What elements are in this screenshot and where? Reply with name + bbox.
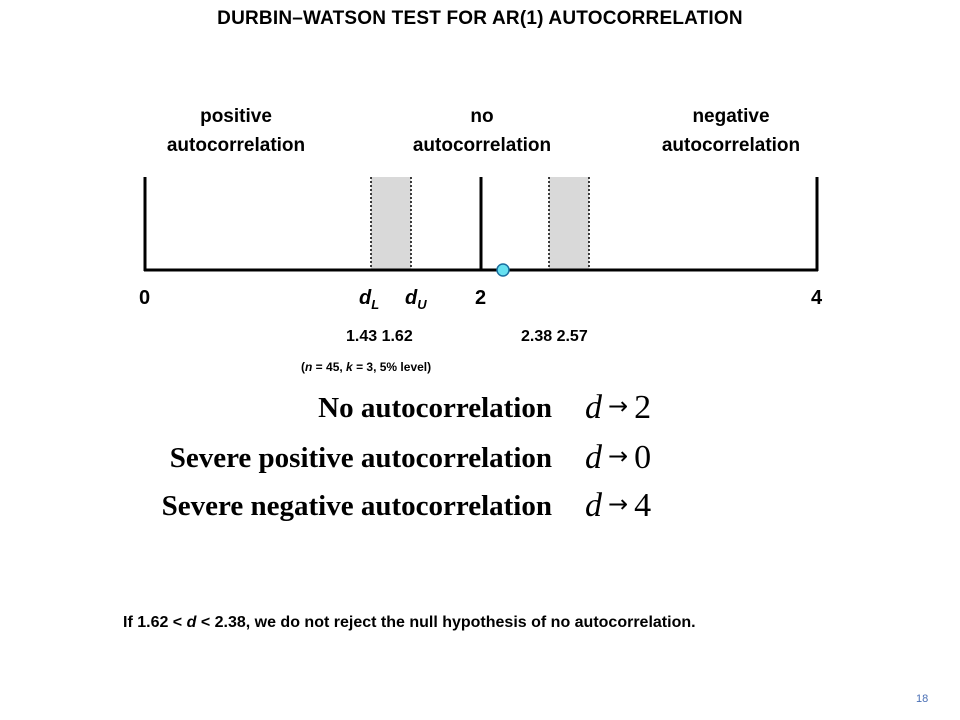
region-label-negative-line1: negative xyxy=(692,106,770,127)
rule-value: 4 xyxy=(634,487,652,524)
tick-zero: 0 xyxy=(139,287,151,309)
conclusion-prefix: If 1.62 < xyxy=(123,614,187,631)
tick-du-sub: U xyxy=(417,297,427,312)
tick-du-main: d xyxy=(405,287,418,309)
arrow-icon: → xyxy=(608,392,629,420)
tick-dl-main: d xyxy=(359,287,372,309)
rule-math-severe-negative: d → 4 xyxy=(585,487,651,525)
rule-value: 2 xyxy=(634,389,652,426)
note-mid: = 45, xyxy=(312,360,347,374)
region-label-positive: positive autocorrelation xyxy=(116,102,356,160)
region-label-negative: negative autocorrelation xyxy=(611,102,851,160)
note-rest: = 3, 5% level) xyxy=(352,360,432,374)
page-title: DURBIN–WATSON TEST FOR AR(1) AUTOCORRELA… xyxy=(217,8,743,29)
tick-two: 2 xyxy=(475,287,487,309)
conclusion-suffix: < 2.38, we do not reject the null hypoth… xyxy=(196,614,696,631)
rule-d: d xyxy=(585,389,602,426)
note-open: ( xyxy=(301,360,305,374)
region-label-none-line1: no xyxy=(470,106,494,127)
rule-math-severe-positive: d → 0 xyxy=(585,439,651,477)
critical-values-upper: 2.38 2.57 xyxy=(521,328,588,345)
arrow-icon: → xyxy=(608,490,629,518)
tick-du: dU xyxy=(405,287,427,312)
tick-four: 4 xyxy=(811,287,823,309)
rule-label-no-autocorrelation: No autocorrelation xyxy=(318,392,552,424)
tick-dl: dL xyxy=(359,287,379,312)
conclusion-note: If 1.62 < d < 2.38, we do not reject the… xyxy=(123,614,696,632)
conclusion-d: d xyxy=(186,614,197,631)
rule-label-severe-negative: Severe negative autocorrelation xyxy=(161,490,552,522)
region-label-positive-line1: positive xyxy=(200,106,272,127)
tick-dl-sub: L xyxy=(371,297,380,312)
region-label-positive-line2: autocorrelation xyxy=(166,135,306,156)
sample-parameters-note: (n = 45, k = 3, 5% level) xyxy=(301,360,431,374)
rule-label-severe-positive: Severe positive autocorrelation xyxy=(169,442,552,474)
rule-d: d xyxy=(585,487,602,524)
rule-d: d xyxy=(585,439,602,476)
arrow-icon: → xyxy=(608,442,629,470)
rule-math-no-autocorrelation: d → 2 xyxy=(585,389,651,427)
note-k: k xyxy=(346,360,353,374)
region-label-none: no autocorrelation xyxy=(362,102,602,160)
dw-number-line-diagram xyxy=(143,177,819,277)
slide-number: 18 xyxy=(916,693,929,705)
region-label-none-line2: autocorrelation xyxy=(412,135,552,156)
inconclusive-band-upper xyxy=(549,177,589,270)
critical-values-lower: 1.43 1.62 xyxy=(346,328,413,345)
note-n: n xyxy=(305,360,313,374)
statistic-marker xyxy=(496,263,510,277)
inconclusive-band-lower xyxy=(371,177,411,270)
region-label-negative-line2: autocorrelation xyxy=(661,135,801,156)
rule-value: 0 xyxy=(634,439,652,476)
